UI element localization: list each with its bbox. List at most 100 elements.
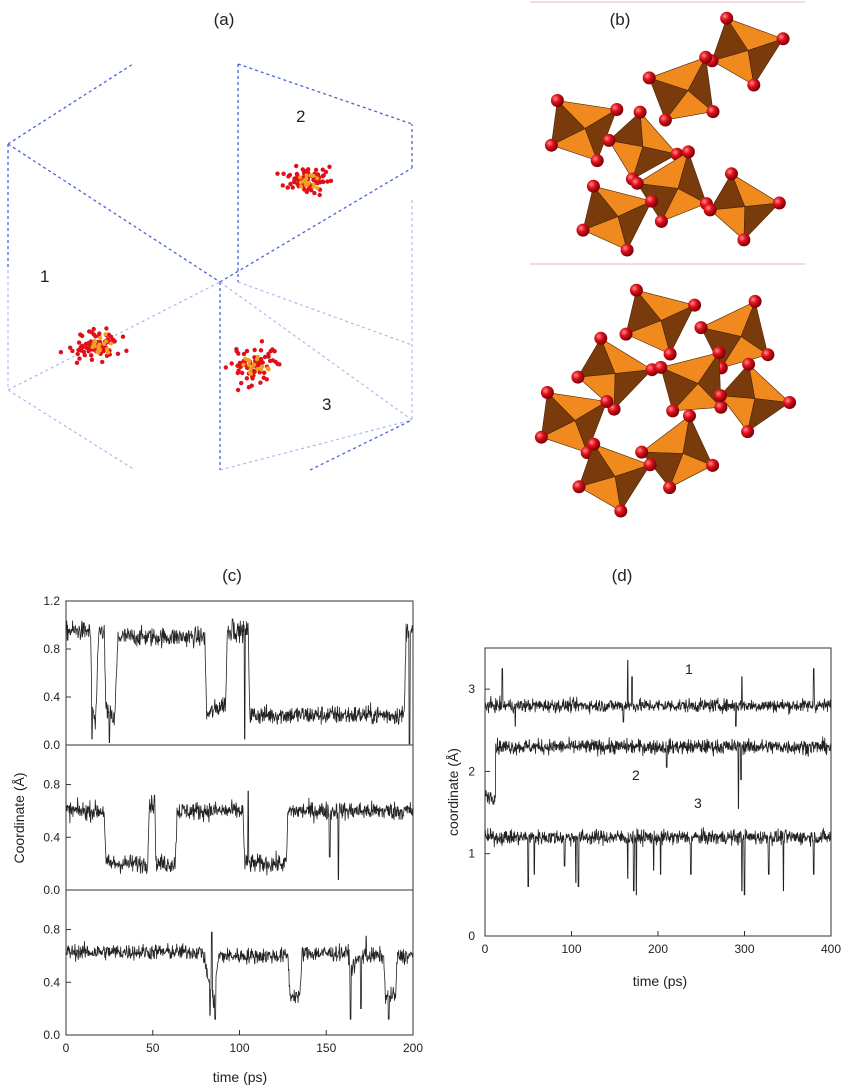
oxygen-sphere [633,105,647,119]
oxygen-atom [120,334,126,339]
oxygen-atom [91,326,96,332]
oxygen-atom [325,179,330,184]
oxygen-sphere [614,504,628,518]
chart-c: 0.0 0.4 0.8 1.2 0.0 0.4 0.8 0.0 0.4 0.8 0 50 100 150 2… [43,594,423,1055]
oxygen-atom [75,351,80,357]
y-tick-label: 0.0 [43,883,60,897]
x-tick-label: 300 [734,942,754,956]
oxygen-atom [285,185,290,190]
oxygen-atom [112,339,117,344]
oxygen-sphere [620,243,634,257]
tetrahedron-face [578,443,616,488]
y-tick-label: 0.4 [43,830,60,844]
oxygen-sphere [737,233,751,247]
oxygen-atom [280,183,285,188]
silicon-atom [299,184,304,189]
x-tick-label: 100 [561,942,581,956]
panel-c-label: (c) [222,566,242,585]
oxygen-sphere [713,389,727,403]
oxygen-atom [304,168,309,174]
oxygen-sphere [572,480,586,494]
oxygen-atom [315,172,321,177]
oxygen-atom [244,348,250,354]
oxygen-atom [261,375,266,380]
oxygen-sphere [587,437,601,451]
oxygen-atom [244,376,250,381]
oxygen-atom [260,360,265,365]
x-tick-label: 400 [821,942,841,956]
y-tick-label: 0.4 [43,975,60,989]
tetrahedron-face [743,202,781,241]
oxygen-sphere [619,327,633,341]
oxygen-atom [236,368,241,373]
silicon-atom [252,362,257,367]
curve-label-1: 1 [685,661,693,677]
oxygen-sphere [600,395,614,408]
oxygen-sphere [747,78,761,92]
oxygen-atom [320,174,325,179]
cluster-label-1: 1 [40,267,49,286]
oxygen-atom [239,380,244,386]
oxygen-atom [74,360,80,365]
panel-b-label: (b) [610,10,631,29]
chart-d-ylabel: coordinate (Å) [445,748,461,836]
oxygen-sphere [534,430,548,444]
oxygen-atom [76,340,82,345]
oxygen-atom [252,347,257,353]
oxygen-atom [84,345,89,350]
panel-a-label: (a) [214,10,235,29]
oxygen-atom [262,354,268,360]
tetrahedron-face [648,77,689,121]
y-tick-label: 0.8 [43,642,60,656]
oxygen-atom [108,334,114,339]
oxygen-atom [309,188,314,193]
oxygen-sphere [772,196,786,210]
oxygen-atom [290,185,295,190]
y-tick-label: 0.8 [43,923,60,937]
oxygen-atom [89,353,94,358]
y-tick-label: 3 [468,682,475,696]
silicon-atom [92,338,97,343]
oxygen-atom [97,331,102,336]
oxygen-atom [101,349,106,354]
oxygen-atom [286,174,291,179]
oxygen-sphere [544,138,558,152]
x-tick-label: 200 [648,942,668,956]
oxygen-sphere [590,154,604,168]
silicon-atom [109,341,113,346]
silicon-atom [245,357,250,362]
cluster-label-2: 2 [296,107,305,126]
y-tick-label: 2 [468,764,475,778]
tetrahedron-face [711,17,749,62]
chart-c-xlabel: time (ps) [213,1069,267,1085]
silicon-atom [259,367,264,372]
oxygen-atom [302,187,307,192]
oxygen-sphere [706,105,720,119]
oxygen-atom [87,329,92,334]
oxygen-sphere [610,103,624,116]
panel-d-label: (d) [612,566,633,585]
oxygen-atom [315,180,320,186]
oxygen-sphere [720,11,734,25]
oxygen-sphere [681,145,695,159]
oxygen-atom [258,380,263,385]
oxygen-sphere [742,357,756,371]
cluster-label-3: 3 [322,395,331,414]
silicon-atom [95,349,100,354]
y-tick-label: 1 [468,847,475,861]
oxygen-atom [77,356,82,361]
panel-a-cell [7,63,413,471]
oxygen-sphere [663,481,677,495]
oxygen-atom [277,362,282,367]
oxygen-atom [70,348,75,354]
oxygen-atom [281,171,286,176]
x-tick-label: 0 [63,1041,70,1055]
oxygen-atom [235,387,241,393]
chart-c-trace-1 [65,618,414,745]
oxygen-atom [328,178,334,183]
oxygen-sphere [540,386,554,399]
oxygen-atom [89,357,95,362]
oxygen-atom [275,171,280,176]
tetrahedron-face [550,99,586,146]
y-tick-label: 1.2 [43,594,60,608]
